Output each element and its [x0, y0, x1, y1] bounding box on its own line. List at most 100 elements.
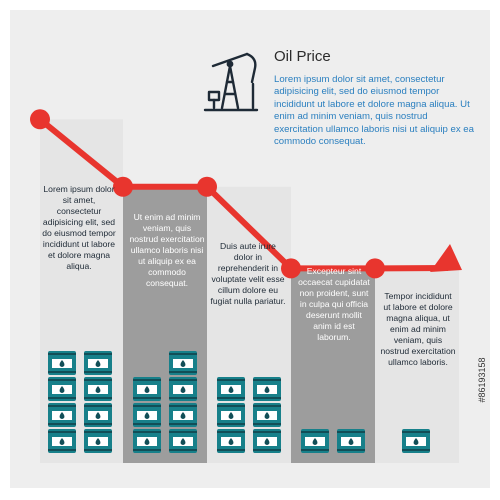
oil-drop-icon — [95, 386, 101, 393]
barrel-band — [169, 371, 197, 373]
barrel-band — [217, 379, 245, 381]
oil-barrel-icon — [217, 377, 245, 401]
barrel-band — [48, 405, 76, 407]
barrel-band — [169, 449, 197, 451]
price-marker — [197, 176, 217, 197]
oil-drop-icon — [95, 360, 101, 367]
barrel-band — [169, 379, 197, 381]
barrel-band — [48, 431, 76, 433]
stock-id: #86193158 — [477, 357, 487, 403]
oil-barrel-icon — [402, 429, 430, 453]
barrel-band — [133, 423, 161, 425]
barrel-band — [253, 405, 281, 407]
barrel-band — [253, 423, 281, 425]
oil-barrel-icon — [48, 377, 76, 401]
oil-drop-icon — [348, 438, 354, 445]
price-marker — [365, 258, 385, 279]
barrel-band — [337, 449, 365, 451]
barrel-band — [133, 431, 161, 433]
oil-barrel-icon — [84, 403, 112, 427]
oil-drop-icon — [59, 412, 65, 419]
oil-drop-icon — [180, 360, 186, 367]
barrel-band — [48, 423, 76, 425]
oil-drop-icon — [144, 386, 150, 393]
column-text-1: Lorem ipsum dolor sit amet, consectetur … — [42, 184, 116, 271]
barrel-band — [84, 431, 112, 433]
barrel-band — [217, 449, 245, 451]
barrel-band — [253, 431, 281, 433]
barrel-band — [48, 379, 76, 381]
barrel-band — [217, 397, 245, 399]
barrel-band — [169, 423, 197, 425]
oil-drop-icon — [180, 386, 186, 393]
oil-barrel-icon — [169, 351, 197, 375]
oil-drop-icon — [312, 438, 318, 445]
oil-drop-icon — [228, 412, 234, 419]
oil-drop-icon — [413, 438, 419, 445]
oil-drop-icon — [95, 438, 101, 445]
price-marker — [281, 258, 301, 279]
oil-drop-icon — [144, 438, 150, 445]
oil-drop-icon — [228, 386, 234, 393]
oil-barrel-icon — [48, 429, 76, 453]
intro-text: Lorem ipsum dolor sit amet, consectetur … — [274, 74, 474, 148]
barrel-band — [133, 449, 161, 451]
oil-drop-icon — [59, 360, 65, 367]
oil-drop-icon — [59, 438, 65, 445]
oil-drop-icon — [264, 438, 270, 445]
oil-barrel-icon — [48, 403, 76, 427]
column-text-5: Tempor incididunt ut labore et dolore ma… — [380, 291, 456, 367]
column-text-4: Excepteur sint occaecat cupidatat non pr… — [298, 266, 370, 342]
oil-drop-icon — [228, 438, 234, 445]
barrel-band — [217, 423, 245, 425]
oil-barrel-icon — [169, 377, 197, 401]
barrel-band — [133, 379, 161, 381]
barrel-band — [337, 431, 365, 433]
oil-barrel-icon — [169, 429, 197, 453]
barrel-band — [84, 405, 112, 407]
barrel-band — [48, 397, 76, 399]
oil-barrel-icon — [253, 377, 281, 401]
oil-drop-icon — [180, 438, 186, 445]
oil-drop-icon — [144, 412, 150, 419]
barrel-band — [169, 405, 197, 407]
arrow-head-icon — [430, 244, 462, 272]
oil-barrel-icon — [253, 429, 281, 453]
oil-barrel-icon — [337, 429, 365, 453]
barrel-band — [301, 449, 329, 451]
price-line-layer — [30, 109, 462, 279]
barrel-band — [253, 397, 281, 399]
oil-drop-icon — [180, 412, 186, 419]
oil-barrel-icon — [217, 429, 245, 453]
barrel-band — [169, 397, 197, 399]
barrel-band — [84, 371, 112, 373]
barrel-band — [253, 379, 281, 381]
barrel-band — [217, 431, 245, 433]
barrel-band — [253, 449, 281, 451]
oil-pump-jack-icon — [203, 52, 259, 112]
column-text-3: Duis aute irure dolor in reprehenderit i… — [210, 241, 286, 306]
barrel-band — [301, 431, 329, 433]
barrel-band — [217, 405, 245, 407]
barrel-band — [169, 431, 197, 433]
oil-drop-icon — [59, 386, 65, 393]
barrel-band — [402, 449, 430, 451]
barrel-band — [402, 431, 430, 433]
oil-drop-icon — [264, 412, 270, 419]
barrel-band — [169, 353, 197, 355]
oil-barrel-icon — [133, 403, 161, 427]
oil-barrel-icon — [169, 403, 197, 427]
barrel-band — [48, 449, 76, 451]
chart-title: Oil Price — [274, 48, 331, 65]
barrel-band — [84, 423, 112, 425]
price-marker — [30, 109, 50, 130]
oil-barrel-icon — [84, 351, 112, 375]
barrel-band — [84, 449, 112, 451]
column-text-2: Ut enim ad minim veniam, quis nostrud ex… — [129, 212, 205, 288]
oil-barrel-icon — [217, 403, 245, 427]
oil-barrel-icon — [133, 429, 161, 453]
barrel-band — [84, 397, 112, 399]
barrel-band — [84, 379, 112, 381]
